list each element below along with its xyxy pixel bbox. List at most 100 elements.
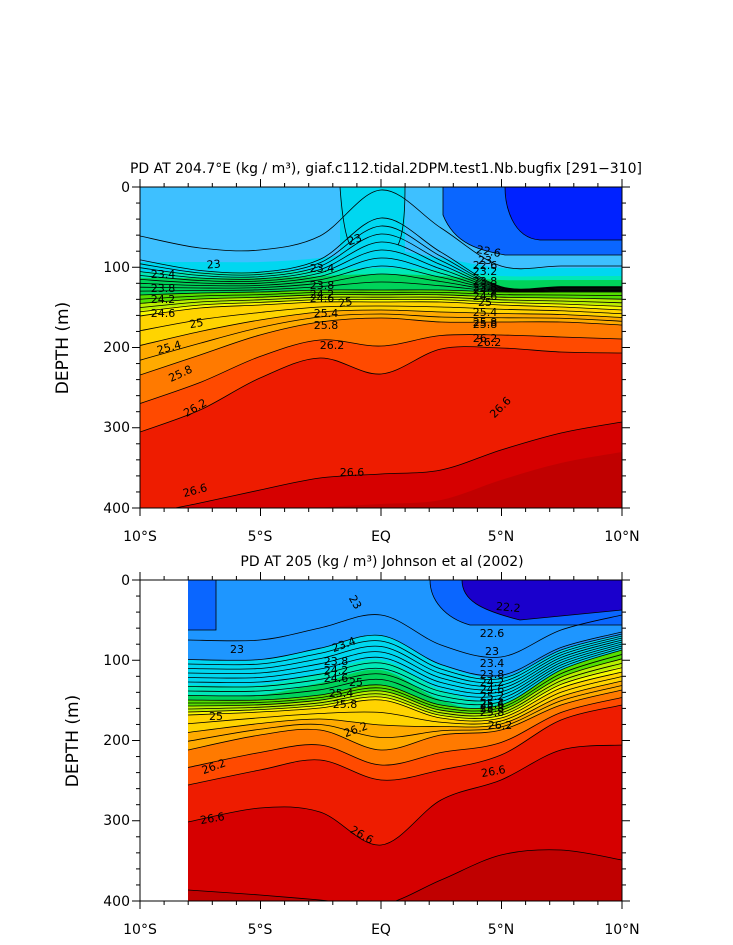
contour-label: 24.6 [480,683,505,696]
y-tick-label: 400 [103,501,130,517]
isopycnal-line [140,265,622,292]
isopycnal-line [140,317,622,376]
isopycnal-line [188,580,217,631]
isopycnal-line [140,249,622,291]
contour-label: 24.2 [310,288,335,301]
chart-title-2: PD AT 205 (kg / m³) Johnson et al (2002) [240,554,523,570]
density-band [505,187,622,240]
isopycnal-line [187,671,622,722]
isopycnal-line [140,301,622,317]
contour-label: 26.2 [320,339,345,352]
y-tick-label: 400 [103,894,130,910]
contour-label: 25 [337,295,353,310]
contour-label: 25 [478,296,492,309]
contour-label: 25.4 [480,697,505,710]
x-tick-label: 10°S [123,529,157,545]
contour-labels-2: 232323.423.423.823.824.224.624.6252525.4… [199,593,521,847]
contour-label: 23.8 [480,668,505,681]
contour-label: 22.6 [473,259,498,272]
isopycnal-line [140,291,622,300]
isopycnal-line [140,273,622,292]
x-tick-label: EQ [371,922,391,938]
isopycnal-line [187,680,622,733]
isopycnal-line [187,635,622,684]
isopycnal-line [187,697,622,768]
isopycnal-line [187,849,622,901]
isopycnal-line [140,281,622,293]
density-fills-2 [140,580,622,901]
y-tick-label: 200 [103,733,130,749]
contour-label: 23 [346,231,364,248]
chart-title-1: PD AT 204.7°E (kg / m³), giaf.c112.tidal… [130,161,642,177]
isopycnal-line [140,257,622,292]
isopycnal-line [187,647,622,706]
contour-label: 26.6 [340,466,365,479]
isopycnal-line [140,189,622,270]
contour-label: 24.2 [324,664,349,677]
density-band [320,452,622,508]
isopycnal-line [140,313,622,361]
contour-label: 26.6 [182,481,209,500]
x-tick-label: EQ [371,529,391,545]
isopycnal-line [140,346,622,433]
contour-label: 23.8 [324,655,349,668]
isopycnal-lines-1 [140,187,622,508]
isopycnal-line [187,667,622,719]
x-tick-label: 10°N [604,922,639,938]
contour-label: 23.4 [151,268,176,281]
contour-label: 24.6 [151,307,176,320]
isopycnal-line [461,580,622,621]
y-tick-label: 100 [103,653,130,669]
isopycnal-line [187,658,622,714]
density-band [462,580,622,620]
y-axis-label-2: DEPTH (m) [63,695,83,787]
isopycnal-line [442,187,622,256]
density-band [188,580,216,630]
contour-label: 24.6 [310,292,335,305]
contour-label: 23 [230,643,244,656]
density-fills-1 [140,187,622,508]
isopycnal-line [187,645,622,702]
contour-label: 25.8 [473,316,498,329]
isopycnal-line [140,305,622,332]
y-axis-label-1: DEPTH (m) [53,302,73,394]
contour-label: 23 [478,254,492,267]
isopycnal-line [140,233,622,291]
contour-label: 25.8 [314,319,339,332]
contour-label: 23.8 [473,281,498,294]
contour-label: 24.2 [151,293,176,306]
x-tick-label: 10°N [604,529,639,545]
y-tick-label: 300 [103,813,130,829]
isopycnal-line [187,631,622,677]
contour-label: 26.6 [480,763,506,780]
contour-label: 23 [206,257,221,271]
contour-label: 26.2 [488,719,513,732]
isopycnal-line [187,633,622,680]
isopycnal-line [504,187,622,241]
isopycnal-line [140,334,622,404]
panel-model: PD AT 204.7°E (kg / m³), giaf.c112.tidal… [53,161,642,545]
contour-label: 25 [209,710,223,723]
contour-label: 24.2 [473,284,498,297]
isopycnal-line [140,225,622,290]
panel-observations: PD AT 205 (kg / m³) Johnson et al (2002)… [63,554,640,938]
y-tick-label: 200 [103,340,130,356]
y-tick-label: 300 [103,420,130,436]
y-tick-label: 100 [103,260,130,276]
isopycnal-lines-2 [187,580,622,901]
isopycnal-line [187,637,622,687]
isopycnal-line [187,641,622,695]
contour-label: 23 [346,593,364,612]
isopycnal-line [187,654,622,712]
y-tick-label: 0 [121,573,130,589]
contour-label: 25.6 [480,698,505,711]
contour-label: 25.8 [333,698,358,711]
contour-label: 22.6 [480,627,505,640]
y-tick-label: 0 [121,180,130,196]
x-tick-label: 5°N [488,922,514,938]
no-data-region [140,580,188,901]
contour-label: 25.4 [156,338,183,357]
contour-label: 24.6 [324,672,349,685]
contour-label: 23.8 [310,279,335,292]
isopycnal-line [140,294,622,304]
